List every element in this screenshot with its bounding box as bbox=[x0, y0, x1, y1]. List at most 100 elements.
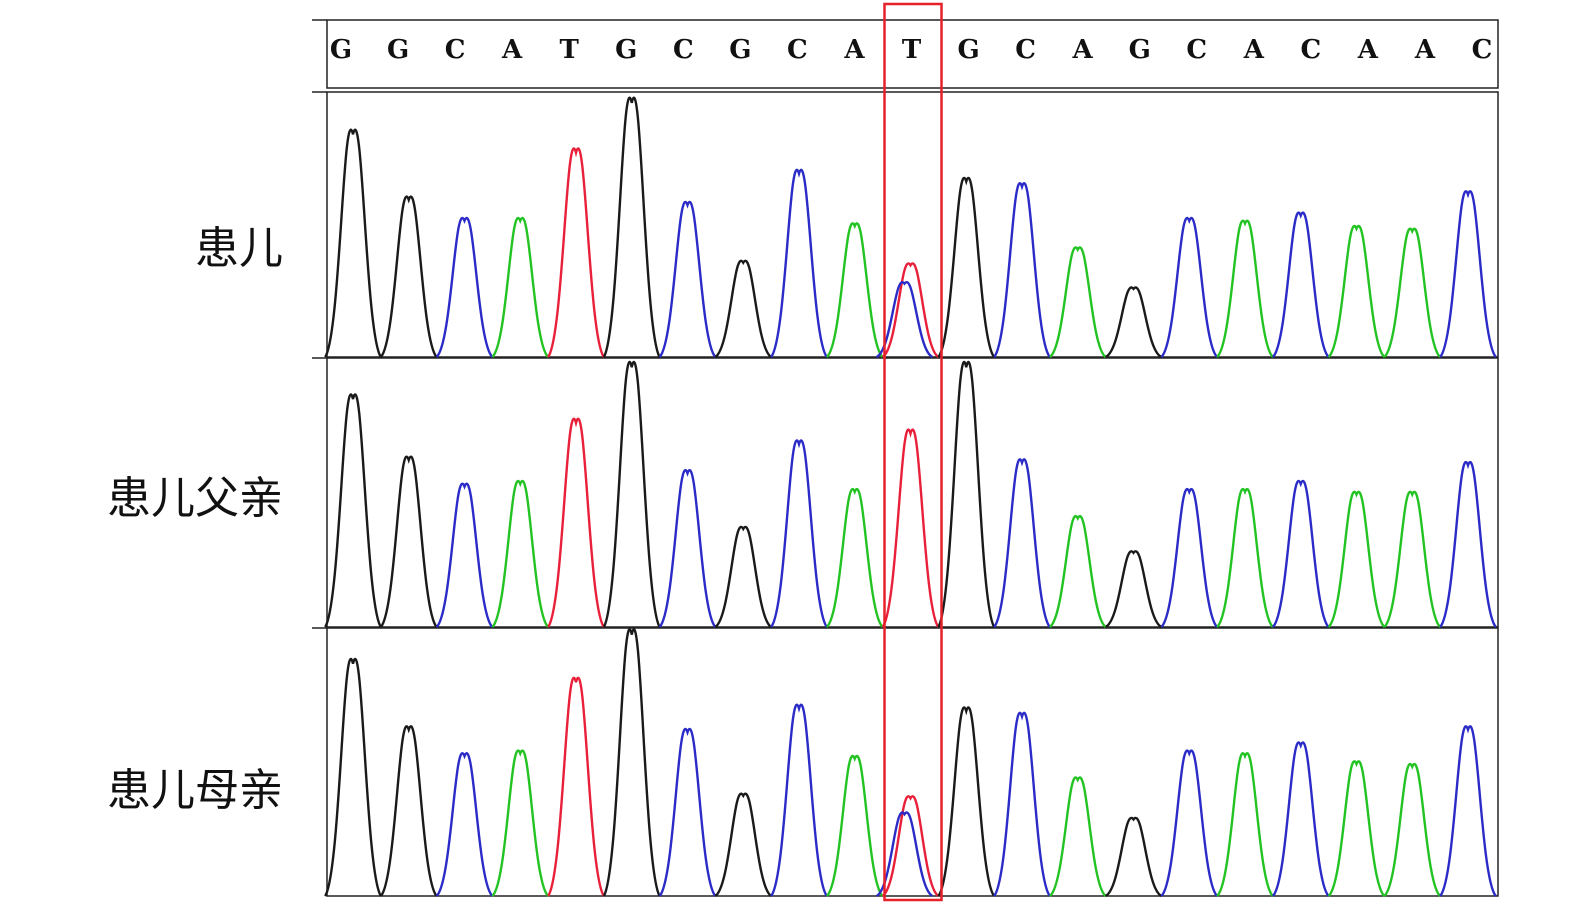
trace-peak bbox=[770, 168, 828, 358]
trace-peak bbox=[1048, 514, 1107, 628]
sequence-base: T bbox=[560, 35, 580, 65]
trace-peak bbox=[714, 792, 773, 898]
track-frame bbox=[326, 91, 1499, 358]
trace-peak bbox=[1104, 550, 1163, 629]
sequence-base: A bbox=[1414, 35, 1436, 65]
trace-peak bbox=[379, 455, 438, 628]
trace-peak bbox=[1216, 219, 1274, 358]
trace-peak bbox=[881, 262, 940, 359]
sequence-base: G bbox=[957, 35, 979, 65]
trace-peak bbox=[1439, 460, 1497, 628]
trace-peak bbox=[1383, 762, 1442, 897]
trace-peak bbox=[602, 628, 661, 897]
trace-peak bbox=[993, 458, 1051, 628]
sequence-base: C bbox=[1186, 35, 1207, 65]
trace-peak bbox=[658, 727, 717, 897]
trace-track bbox=[324, 361, 1497, 629]
trace-peak bbox=[547, 147, 605, 358]
variant-highlight-box bbox=[883, 2, 943, 902]
trace-peak bbox=[875, 811, 934, 898]
trace-peak bbox=[602, 361, 661, 628]
sequence-base: A bbox=[1243, 35, 1265, 65]
sequence-base: G bbox=[330, 35, 352, 65]
trace-peak bbox=[491, 749, 550, 897]
trace-peak bbox=[435, 216, 494, 358]
trace-peak bbox=[1216, 487, 1274, 628]
track-frame bbox=[326, 627, 1499, 897]
trace-peak bbox=[825, 222, 884, 358]
trace-peak bbox=[1271, 741, 1330, 897]
trace-peak bbox=[770, 703, 828, 897]
sequence-base: C bbox=[673, 35, 694, 65]
trace-peak bbox=[1160, 216, 1219, 358]
sequence-base: C bbox=[1300, 35, 1321, 65]
trace-peak bbox=[881, 795, 940, 898]
trace-peak bbox=[379, 725, 438, 897]
trace-peak bbox=[658, 469, 717, 628]
trace-peak bbox=[881, 428, 940, 628]
trace-peak bbox=[324, 393, 382, 628]
sequence-base: C bbox=[1472, 35, 1493, 65]
trace-layer bbox=[324, 97, 1497, 898]
trace-peak bbox=[1104, 286, 1163, 359]
trace-peak bbox=[993, 182, 1051, 358]
trace-peak bbox=[602, 97, 661, 358]
sequence-base: G bbox=[387, 35, 409, 65]
trace-track bbox=[324, 97, 1497, 359]
trace-peak bbox=[547, 676, 605, 897]
trace-peak bbox=[324, 128, 382, 358]
sequence-base: C bbox=[1015, 35, 1036, 65]
trace-peak bbox=[875, 281, 934, 359]
trace-peak bbox=[1104, 816, 1163, 898]
trace-peak bbox=[825, 487, 884, 628]
trace-peak bbox=[1160, 749, 1219, 897]
trace-peak bbox=[1383, 227, 1442, 358]
track-frame bbox=[326, 357, 1499, 628]
trace-peak bbox=[1160, 487, 1219, 628]
trace-peak bbox=[1271, 479, 1330, 628]
trace-peak bbox=[1383, 490, 1442, 628]
trace-peak bbox=[658, 200, 717, 358]
trace-peak bbox=[491, 479, 550, 628]
highlight-layer bbox=[883, 2, 943, 902]
trace-peak bbox=[714, 259, 772, 359]
sequence-base: G bbox=[1129, 35, 1151, 65]
trace-peak bbox=[491, 216, 550, 358]
sequence-base: C bbox=[787, 35, 808, 65]
trace-peak bbox=[937, 176, 996, 358]
trace-peak bbox=[1439, 190, 1497, 358]
trace-peak bbox=[937, 361, 996, 628]
trace-peak bbox=[1271, 211, 1330, 358]
trace-peak bbox=[1048, 246, 1107, 358]
sequence-header-box bbox=[326, 19, 1499, 89]
trace-peak bbox=[1327, 760, 1386, 897]
trace-peak bbox=[1439, 725, 1497, 897]
trace-peak bbox=[1327, 224, 1386, 358]
sequence-base: T bbox=[902, 35, 922, 65]
sequence-base: A bbox=[1357, 35, 1379, 65]
frame-layer bbox=[312, 19, 1499, 897]
sequence-base: A bbox=[843, 35, 865, 65]
trace-peak bbox=[1216, 752, 1274, 897]
track-label-mother: 患儿母亲 bbox=[107, 765, 283, 816]
trace-peak bbox=[993, 711, 1051, 897]
trace-peak bbox=[547, 417, 605, 628]
trace-peak bbox=[714, 525, 772, 629]
trace-peak bbox=[1327, 490, 1386, 628]
trace-peak bbox=[825, 754, 884, 897]
sequence-base: A bbox=[501, 35, 523, 65]
trace-track bbox=[324, 628, 1497, 898]
trace-peak bbox=[379, 195, 438, 358]
trace-peak bbox=[435, 752, 494, 897]
trace-peak bbox=[1048, 776, 1107, 897]
track-label-father: 患儿父亲 bbox=[107, 473, 283, 524]
sequence-base: C bbox=[445, 35, 466, 65]
trace-peak bbox=[435, 482, 494, 628]
sequence-base: A bbox=[1072, 35, 1094, 65]
sequence-base: G bbox=[615, 35, 637, 65]
trace-peak bbox=[937, 706, 996, 897]
track-label-patient: 患儿 bbox=[195, 223, 283, 274]
